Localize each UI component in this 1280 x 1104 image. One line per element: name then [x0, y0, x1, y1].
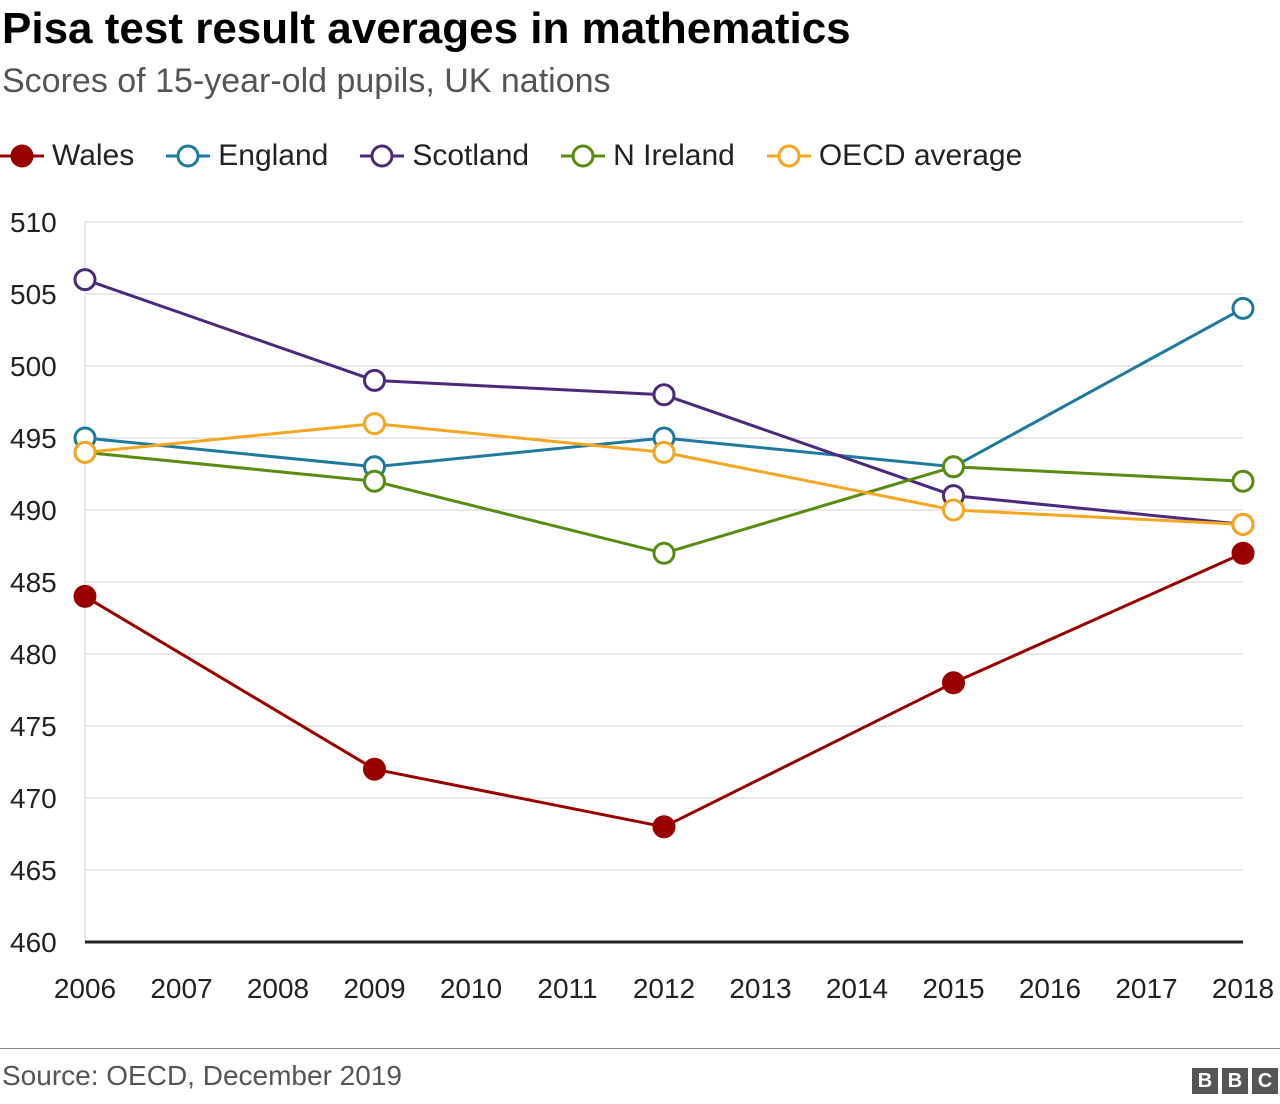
- legend-marker-scotland: [360, 144, 405, 168]
- data-point: [942, 498, 965, 522]
- footer-divider: [0, 1048, 1280, 1049]
- y-tick-label: 475: [10, 711, 57, 742]
- bbc-logo-letter: B: [1192, 1068, 1218, 1094]
- legend-item-scotland: Scotland: [360, 139, 529, 173]
- legend-label-oecd-average: OECD average: [818, 139, 1023, 172]
- data-point: [942, 455, 965, 479]
- x-tick-label: 2013: [729, 973, 791, 1004]
- y-tick-label: 480: [10, 639, 57, 670]
- data-point: [363, 368, 386, 392]
- data-point: [652, 541, 676, 565]
- chart-legend: Wales England Scotland N Ireland OECD av…: [0, 134, 1054, 178]
- x-tick-label: 2007: [150, 973, 212, 1004]
- data-point: [652, 815, 676, 839]
- data-point: [1231, 296, 1255, 320]
- series-line: [84, 450, 1244, 555]
- y-tick-label: 470: [10, 783, 57, 814]
- legend-item-england: England: [166, 139, 328, 173]
- bbc-logo-letter: B: [1222, 1068, 1248, 1094]
- chart-subtitle: Scores of 15-year-old pupils, UK nations: [2, 62, 611, 100]
- legend-item-wales: Wales: [0, 139, 134, 173]
- x-tick-label: 2015: [922, 973, 984, 1004]
- legend-label-n-ireland: N Ireland: [613, 139, 735, 172]
- source-note: Source: OECD, December 2019: [2, 1060, 402, 1091]
- legend-marker-oecd-average: [766, 144, 811, 168]
- y-tick-label: 510: [10, 207, 57, 238]
- data-point: [73, 268, 97, 292]
- y-tick-label: 500: [10, 351, 57, 382]
- series-line: [84, 551, 1244, 829]
- bbc-logo-letter: C: [1252, 1068, 1278, 1094]
- y-tick-label: 460: [10, 927, 57, 958]
- data-point: [73, 440, 97, 464]
- data-point: [942, 671, 965, 695]
- legend-label-scotland: Scotland: [412, 139, 530, 172]
- x-tick-label: 2018: [1212, 973, 1274, 1004]
- legend-marker-n-ireland: [561, 144, 606, 168]
- legend-marker-wales: [0, 144, 44, 168]
- x-tick-label: 2014: [826, 973, 888, 1004]
- legend-label-england: England: [218, 139, 329, 172]
- data-point: [363, 469, 386, 493]
- data-point: [1231, 469, 1255, 493]
- bbc-logo: B B C: [1188, 1068, 1278, 1094]
- data-point: [1231, 541, 1255, 565]
- legend-item-oecd-average: OECD average: [766, 139, 1023, 173]
- x-tick-label: 2016: [1019, 973, 1081, 1004]
- y-tick-label: 465: [10, 855, 57, 886]
- data-point: [1231, 512, 1255, 536]
- chart-title: Pisa test result averages in mathematics: [2, 4, 851, 53]
- x-tick-label: 2006: [54, 973, 116, 1004]
- data-point: [363, 412, 386, 436]
- legend-marker-england: [166, 144, 211, 168]
- data-point: [73, 584, 97, 608]
- y-tick-label: 495: [10, 423, 57, 454]
- x-tick-label: 2017: [1115, 973, 1177, 1004]
- legend-item-n-ireland: N Ireland: [561, 139, 735, 173]
- data-point: [652, 440, 676, 464]
- y-tick-label: 505: [10, 279, 57, 310]
- y-tick-label: 485: [10, 567, 57, 598]
- data-point: [652, 383, 676, 407]
- x-tick-label: 2008: [247, 973, 309, 1004]
- x-tick-label: 2010: [440, 973, 502, 1004]
- data-point: [363, 757, 386, 781]
- x-tick-label: 2011: [537, 973, 597, 1004]
- legend-label-wales: Wales: [52, 139, 135, 172]
- y-tick-label: 490: [10, 495, 57, 526]
- line-chart: 460 465 470 475 480 485 490 495 500 505 510 2006 200…: [10, 207, 1274, 1004]
- x-tick-label: 2012: [633, 973, 695, 1004]
- x-tick-label: 2009: [343, 973, 405, 1004]
